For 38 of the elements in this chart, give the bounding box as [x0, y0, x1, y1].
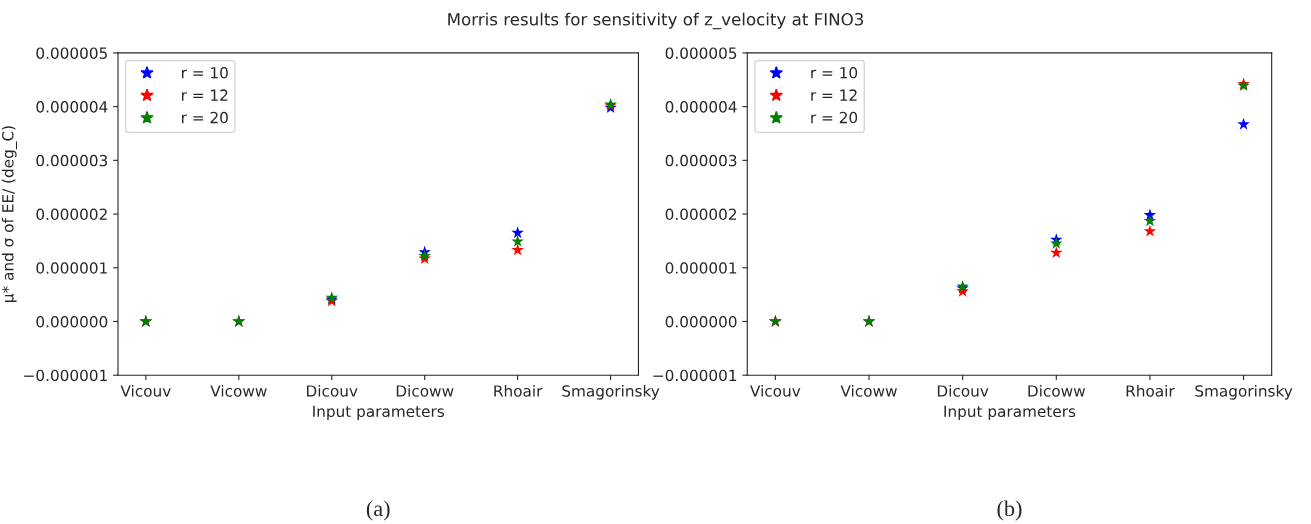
y-tick-label: −0.000001 — [653, 369, 737, 382]
x-tick-label: Dicouv — [937, 384, 989, 397]
text: (a) — [366, 500, 390, 521]
y-tick-label: 0.000000 — [665, 315, 737, 328]
x-tick-label: Rhoair — [1126, 384, 1175, 397]
y-tick-label: 0.000005 — [665, 47, 737, 59]
y-tick-label: 0.000001 — [36, 262, 107, 274]
legend-label: r = 20 — [811, 111, 858, 124]
legend-label: r = 12 — [811, 89, 857, 101]
y-tick-label: 0.000000 — [36, 315, 108, 328]
y-tick-label: 0.000005 — [36, 47, 107, 59]
x-tick-label: Dicouv — [307, 384, 358, 397]
legend-label: r = 20 — [182, 111, 228, 124]
x-tick-label: Smagorinsky — [562, 384, 660, 400]
y-tick-label: 0.000003 — [665, 154, 737, 167]
legend-label: r = 10 — [182, 66, 228, 79]
y-tick-label: 0.000004 — [36, 101, 108, 113]
chart-title: Morris results for sensitivity of z_velocity at FINO3 — [448, 12, 864, 30]
x-axis-title: Input parameters — [313, 405, 444, 421]
text: (b) — [997, 500, 1022, 521]
x-tick-label: Vicoww — [210, 384, 267, 397]
y-axis-title: μ* and σ of EE/ (deg_C) — [1, 126, 18, 302]
y-tick-label: −0.000001 — [24, 369, 107, 382]
y-tick-label: 0.000004 — [665, 101, 737, 113]
legend-label: r = 12 — [182, 89, 228, 101]
y-tick-label: 0.000002 — [665, 208, 737, 221]
y-tick-label: 0.000001 — [665, 262, 737, 274]
y-tick-label: 0.000003 — [36, 154, 108, 167]
x-tick-label: Rhoair — [494, 384, 543, 397]
y-tick-label: 0.000002 — [36, 208, 107, 221]
x-tick-label: Vicouv — [120, 384, 171, 397]
x-axis-title: Input parameters — [944, 405, 1076, 421]
x-tick-label: Dicoww — [396, 384, 454, 397]
x-tick-label: Vicoww — [840, 384, 897, 397]
x-tick-label: Vicouv — [750, 384, 801, 397]
x-tick-label: Smagorinsky — [1195, 384, 1293, 400]
x-tick-label: Dicoww — [1028, 384, 1086, 397]
legend-label: r = 10 — [811, 66, 858, 79]
